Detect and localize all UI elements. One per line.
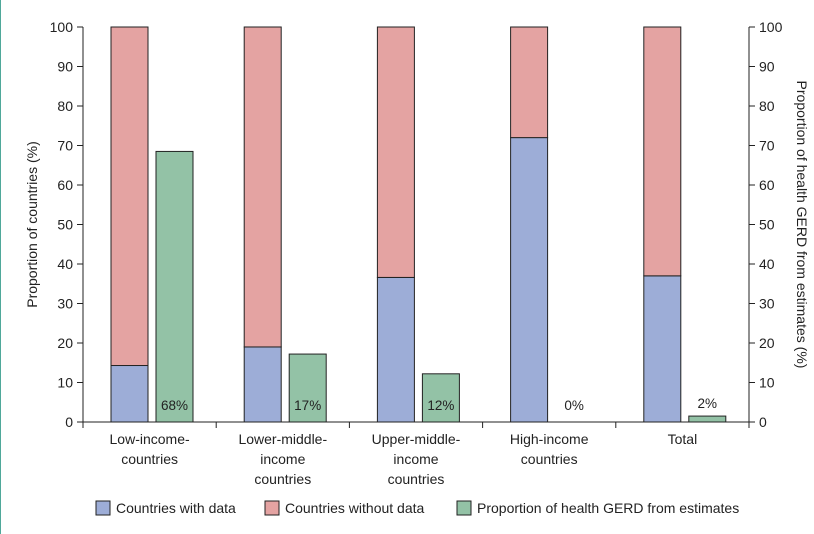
- x-category-label: countries: [388, 471, 445, 487]
- bar-countries-without-data: [643, 26, 682, 277]
- x-category-label: countries: [254, 471, 311, 487]
- right-y-tick-label: 40: [759, 256, 775, 272]
- right-y-tick-label: 80: [759, 98, 775, 114]
- left-y-tick-label: 40: [57, 256, 73, 272]
- bar-countries-without-data: [376, 26, 415, 278]
- left-y-tick-label: 0: [65, 414, 73, 430]
- x-category-label: countries: [521, 451, 578, 467]
- bar-health-gerd-estimates: [288, 353, 327, 423]
- right-y-tick-label: 10: [759, 375, 775, 391]
- bar-countries-with-data: [643, 275, 682, 423]
- x-category-label: Total: [668, 431, 698, 447]
- x-category-label: income: [393, 451, 438, 467]
- bar-health-gerd-estimates: [421, 373, 460, 423]
- right-y-tick-label: 60: [759, 177, 775, 193]
- bar-countries-without-data: [510, 26, 549, 139]
- left-y-tick-label: 60: [57, 177, 73, 193]
- bar-countries-without-data: [110, 26, 149, 367]
- legend-swatch: [95, 500, 111, 516]
- bar-countries-with-data: [110, 365, 149, 423]
- left-y-tick-label: 80: [57, 98, 73, 114]
- bar-countries-with-data: [243, 346, 282, 423]
- data-label-health-gerd: 2%: [698, 396, 718, 411]
- data-label-health-gerd: 17%: [294, 398, 321, 413]
- right-y-tick-label: 90: [759, 59, 775, 75]
- right-y-tick-label: 30: [759, 296, 775, 312]
- x-category-label: High-income: [510, 431, 589, 447]
- bar-health-gerd-estimates: [155, 150, 194, 423]
- bar-countries-with-data: [510, 137, 549, 423]
- left-y-tick-label: 70: [57, 138, 73, 154]
- right-y-tick-label: 70: [759, 138, 775, 154]
- right-y-tick-label: 50: [759, 217, 775, 233]
- legend-swatch: [456, 500, 472, 516]
- right-y-tick-label: 0: [759, 414, 767, 430]
- left-y-tick-label: 30: [57, 296, 73, 312]
- bar-countries-without-data: [243, 26, 282, 348]
- data-label-health-gerd: 68%: [161, 398, 188, 413]
- right-y-tick-label: 100: [759, 19, 783, 35]
- left-y-tick-label: 90: [57, 59, 73, 75]
- data-label-health-gerd: 0%: [564, 398, 584, 413]
- left-y-tick-label: 50: [57, 217, 73, 233]
- legend-swatch: [264, 500, 280, 516]
- data-label-health-gerd: 12%: [427, 398, 454, 413]
- left-y-tick-label: 100: [50, 19, 74, 35]
- x-category-label: Low-income-: [110, 431, 190, 447]
- x-category-label: Lower-middle-: [238, 431, 327, 447]
- legend-label: Countries without data: [285, 500, 425, 516]
- x-category-label: countries: [121, 451, 178, 467]
- left-y-tick-label: 20: [57, 335, 73, 351]
- x-category-label: income: [260, 451, 305, 467]
- left-y-tick-label: 10: [57, 375, 73, 391]
- bar-health-gerd-estimates: [688, 415, 727, 423]
- x-category-label: Upper-middle-: [372, 431, 461, 447]
- legend-label: Proportion of health GERD from estimates: [477, 500, 739, 516]
- right-y-tick-label: 20: [759, 335, 775, 351]
- bar-countries-with-data: [376, 276, 415, 423]
- legend-label: Countries with data: [116, 500, 236, 516]
- right-y-axis-title: Proportion of health GERD from estimates…: [794, 81, 810, 369]
- left-y-axis-title: Proportion of countries (%): [24, 141, 40, 308]
